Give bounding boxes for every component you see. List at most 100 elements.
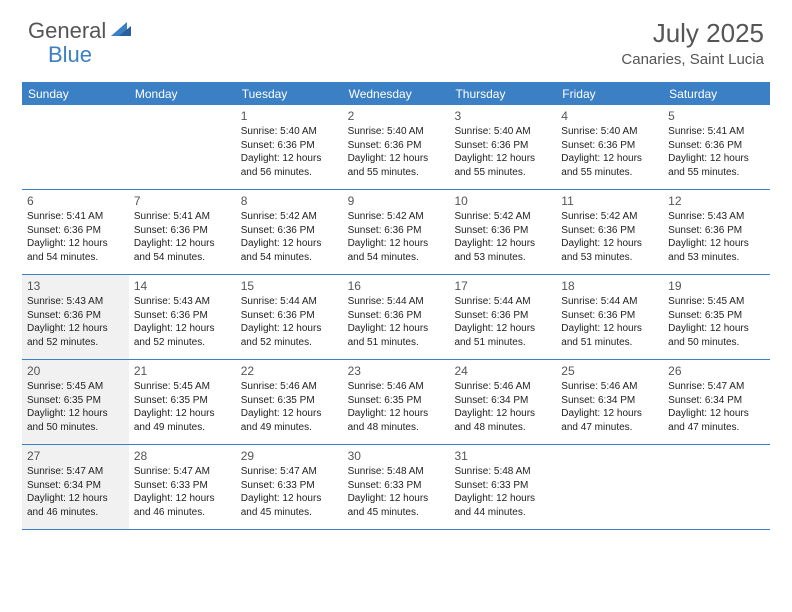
day-info-line: and 47 minutes. [561,421,658,435]
day-cell: 4Sunrise: 5:40 AMSunset: 6:36 PMDaylight… [556,105,663,189]
day-cell: 26Sunrise: 5:47 AMSunset: 6:34 PMDayligh… [663,360,770,444]
day-info-line: and 55 minutes. [561,166,658,180]
day-number: 14 [134,278,231,294]
day-info-line: Daylight: 12 hours [561,322,658,336]
day-cell: 16Sunrise: 5:44 AMSunset: 6:36 PMDayligh… [343,275,450,359]
day-info-line: and 50 minutes. [668,336,765,350]
day-info-line: Daylight: 12 hours [27,322,124,336]
week-row: 27Sunrise: 5:47 AMSunset: 6:34 PMDayligh… [22,445,770,530]
month-title: July 2025 [621,18,764,49]
empty-cell [663,445,770,529]
day-info-line: Sunrise: 5:43 AM [668,210,765,224]
day-info-line: and 54 minutes. [348,251,445,265]
day-number: 8 [241,193,338,209]
day-info-line: and 45 minutes. [241,506,338,520]
day-cell: 7Sunrise: 5:41 AMSunset: 6:36 PMDaylight… [129,190,236,274]
day-info-line: Sunrise: 5:47 AM [241,465,338,479]
day-info-line: Sunrise: 5:46 AM [454,380,551,394]
day-cell: 12Sunrise: 5:43 AMSunset: 6:36 PMDayligh… [663,190,770,274]
day-info-line: Sunset: 6:36 PM [668,224,765,238]
day-info-line: Daylight: 12 hours [27,492,124,506]
day-number: 21 [134,363,231,379]
day-info-line: Daylight: 12 hours [454,322,551,336]
day-info-line: Daylight: 12 hours [561,237,658,251]
day-info-line: Sunset: 6:34 PM [27,479,124,493]
day-info-line: Sunset: 6:35 PM [348,394,445,408]
day-cell: 31Sunrise: 5:48 AMSunset: 6:33 PMDayligh… [449,445,556,529]
day-info-line: Daylight: 12 hours [241,322,338,336]
day-info-line: Sunrise: 5:40 AM [561,125,658,139]
day-number: 29 [241,448,338,464]
day-info-line: Sunset: 6:36 PM [134,309,231,323]
week-row: 6Sunrise: 5:41 AMSunset: 6:36 PMDaylight… [22,190,770,275]
day-number: 18 [561,278,658,294]
day-number: 2 [348,108,445,124]
day-info-line: Daylight: 12 hours [27,237,124,251]
day-info-line: and 54 minutes. [27,251,124,265]
day-number: 28 [134,448,231,464]
day-info-line: Sunrise: 5:40 AM [348,125,445,139]
logo-text-blue: Blue [48,42,92,68]
day-info-line: and 50 minutes. [27,421,124,435]
day-info-line: and 51 minutes. [454,336,551,350]
day-cell: 8Sunrise: 5:42 AMSunset: 6:36 PMDaylight… [236,190,343,274]
day-info-line: Sunset: 6:34 PM [561,394,658,408]
day-info-line: Sunrise: 5:48 AM [348,465,445,479]
day-info-line: and 55 minutes. [348,166,445,180]
day-info-line: Sunrise: 5:43 AM [27,295,124,309]
day-info-line: Sunset: 6:36 PM [561,309,658,323]
logo-triangle-icon [111,20,133,43]
empty-cell [22,105,129,189]
day-number: 3 [454,108,551,124]
day-info-line: Sunset: 6:36 PM [561,139,658,153]
day-info-line: Daylight: 12 hours [348,407,445,421]
day-cell: 19Sunrise: 5:45 AMSunset: 6:35 PMDayligh… [663,275,770,359]
day-info-line: Sunset: 6:34 PM [454,394,551,408]
day-number: 25 [561,363,658,379]
day-cell: 18Sunrise: 5:44 AMSunset: 6:36 PMDayligh… [556,275,663,359]
weekday-header: Friday [556,84,663,105]
day-info-line: Sunrise: 5:42 AM [241,210,338,224]
week-row: 1Sunrise: 5:40 AMSunset: 6:36 PMDaylight… [22,105,770,190]
day-info-line: Daylight: 12 hours [668,152,765,166]
day-info-line: Sunrise: 5:42 AM [561,210,658,224]
title-block: July 2025 Canaries, Saint Lucia [621,18,764,68]
day-info-line: Daylight: 12 hours [348,237,445,251]
day-number: 5 [668,108,765,124]
day-info-line: Sunrise: 5:44 AM [241,295,338,309]
page-header: General Blue July 2025 Canaries, Saint L… [0,0,792,76]
day-info-line: Sunrise: 5:42 AM [348,210,445,224]
day-cell: 24Sunrise: 5:46 AMSunset: 6:34 PMDayligh… [449,360,556,444]
day-info-line: Daylight: 12 hours [348,152,445,166]
day-info-line: Sunset: 6:36 PM [348,224,445,238]
day-info-line: Sunrise: 5:43 AM [134,295,231,309]
day-info-line: Sunset: 6:33 PM [454,479,551,493]
logo-text-general: General [28,18,106,44]
day-info-line: Sunrise: 5:45 AM [134,380,231,394]
day-number: 31 [454,448,551,464]
weekday-header: Saturday [663,84,770,105]
day-number: 27 [27,448,124,464]
day-info-line: Sunrise: 5:44 AM [348,295,445,309]
day-cell: 22Sunrise: 5:46 AMSunset: 6:35 PMDayligh… [236,360,343,444]
day-info-line: Sunrise: 5:47 AM [27,465,124,479]
day-info-line: Sunrise: 5:41 AM [668,125,765,139]
day-number: 12 [668,193,765,209]
day-info-line: Sunset: 6:36 PM [454,309,551,323]
day-info-line: Sunset: 6:36 PM [561,224,658,238]
day-info-line: Sunset: 6:36 PM [134,224,231,238]
day-cell: 20Sunrise: 5:45 AMSunset: 6:35 PMDayligh… [22,360,129,444]
day-number: 7 [134,193,231,209]
day-number: 9 [348,193,445,209]
weekday-header: Monday [129,84,236,105]
day-info-line: and 54 minutes. [241,251,338,265]
day-info-line: Sunrise: 5:45 AM [27,380,124,394]
day-cell: 27Sunrise: 5:47 AMSunset: 6:34 PMDayligh… [22,445,129,529]
day-cell: 28Sunrise: 5:47 AMSunset: 6:33 PMDayligh… [129,445,236,529]
day-info-line: Daylight: 12 hours [241,152,338,166]
day-info-line: Sunrise: 5:45 AM [668,295,765,309]
day-number: 26 [668,363,765,379]
weekday-header-row: SundayMondayTuesdayWednesdayThursdayFrid… [22,84,770,105]
day-info-line: and 53 minutes. [668,251,765,265]
day-info-line: Sunrise: 5:47 AM [134,465,231,479]
